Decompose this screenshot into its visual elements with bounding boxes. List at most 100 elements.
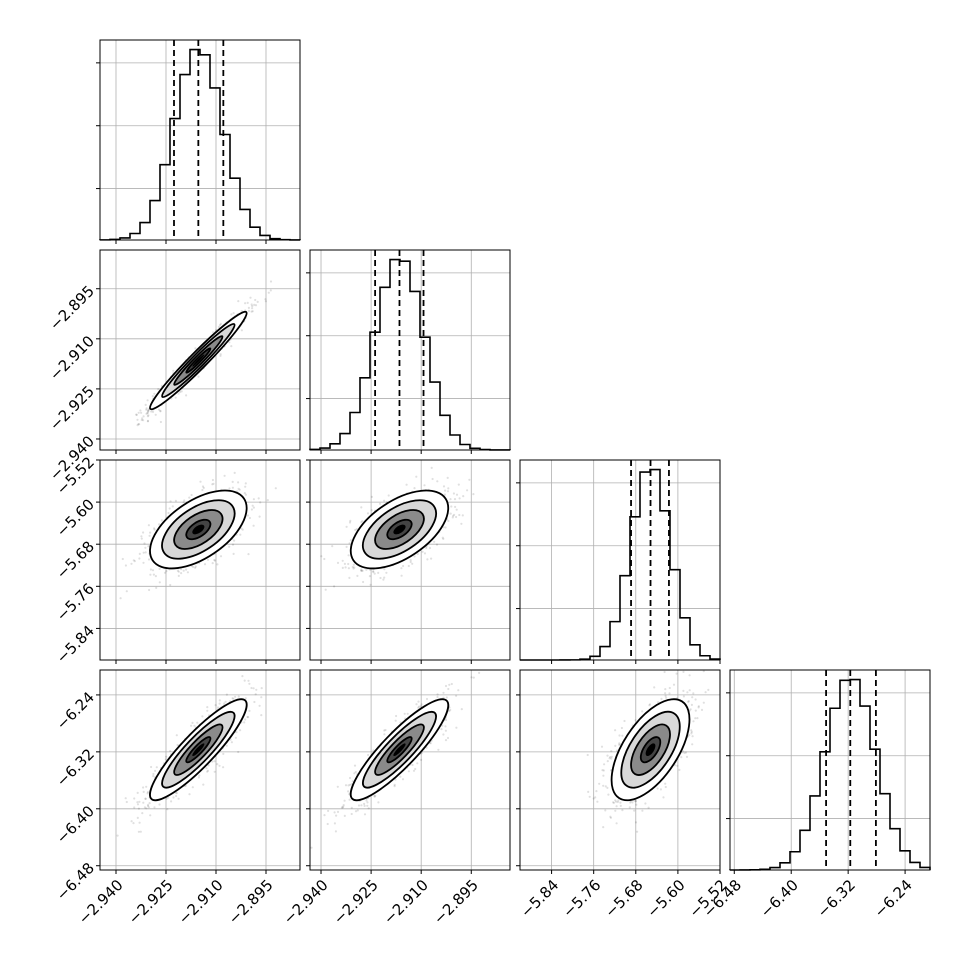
scatter-point: [151, 410, 155, 413]
scatter-point: [136, 803, 140, 806]
scatter-point: [436, 480, 439, 483]
scatter-point: [349, 519, 352, 523]
scatter-point: [177, 392, 180, 395]
scatter-point: [141, 812, 144, 815]
scatter-point: [140, 535, 143, 538]
scatter-point: [615, 822, 618, 825]
scatter-point: [429, 742, 432, 745]
scatter-point: [418, 705, 421, 708]
scatter-point: [697, 706, 700, 709]
scatter-point: [125, 590, 128, 593]
scatter-point: [327, 809, 330, 813]
scatter-point: [243, 492, 246, 495]
scatter-point: [344, 566, 347, 569]
scatter-point: [138, 800, 141, 803]
scatter-point: [233, 539, 236, 542]
scatter-point: [250, 508, 253, 511]
scatter-panel-2-0: [96, 459, 301, 664]
scatter-point: [146, 791, 149, 794]
scatter-point: [446, 490, 450, 493]
scatter-point: [223, 474, 226, 477]
scatter-point: [239, 729, 242, 732]
scatter-point: [383, 576, 386, 579]
scatter-point: [334, 830, 337, 833]
scatter-point: [185, 394, 188, 397]
scatter-point: [219, 322, 222, 325]
scatter-point: [212, 482, 215, 485]
scatter-point: [619, 801, 622, 804]
scatter-point: [191, 786, 194, 789]
scatter-point: [149, 531, 152, 534]
scatter-point: [444, 489, 447, 492]
scatter-point: [365, 799, 368, 802]
scatter-point: [441, 536, 444, 539]
scatter-point: [368, 575, 371, 578]
scatter-point: [136, 801, 139, 804]
scatter-point: [140, 537, 143, 540]
scatter-point: [326, 822, 329, 826]
scatter-point: [248, 682, 251, 685]
scatter-point: [415, 703, 418, 706]
scatter-point: [231, 697, 234, 700]
scatter-point: [615, 749, 619, 752]
scatter-point: [363, 804, 366, 808]
scatter-point: [165, 570, 168, 573]
scatter-point: [218, 702, 221, 705]
scatter-point: [218, 323, 222, 327]
scatter-point: [347, 554, 350, 557]
scatter-point: [336, 785, 339, 788]
scatter-point: [370, 509, 373, 512]
scatter-point: [133, 806, 136, 809]
scatter-point: [641, 710, 644, 713]
panel-frame-2-0: [99, 459, 301, 661]
scatter-point: [394, 778, 397, 781]
scatter-point: [167, 796, 170, 799]
scatter-point: [216, 563, 219, 566]
scatter-content-2-1: [310, 460, 510, 660]
scatter-point: [145, 785, 148, 788]
scatter-point: [350, 806, 353, 809]
scatter-point: [472, 493, 475, 496]
scatter-point: [142, 801, 145, 804]
scatter-point: [202, 783, 205, 786]
scatter-point: [243, 721, 246, 724]
scatter-point: [333, 822, 336, 825]
scatter-point: [401, 778, 405, 781]
hist-series-1: [309, 258, 511, 451]
scatter-point: [153, 527, 156, 530]
scatter-point: [448, 710, 451, 713]
scatter-point: [147, 524, 150, 527]
scatter-point: [194, 566, 197, 569]
scatter-point: [244, 718, 247, 721]
scatter-point: [149, 573, 152, 576]
scatter-point: [413, 487, 416, 490]
scatter-point: [163, 571, 167, 574]
scatter-point: [430, 466, 433, 469]
scatter-point: [455, 493, 459, 496]
scatter-point: [150, 765, 153, 769]
scatter-point: [100, 452, 102, 454]
scatter-point: [247, 553, 250, 556]
scatter-point: [384, 728, 387, 732]
scatter-point: [240, 527, 243, 530]
scatter-point: [218, 764, 221, 767]
scatter-point: [356, 809, 359, 812]
scatter-point: [146, 420, 149, 423]
scatter-point: [423, 552, 427, 555]
scatter-point: [347, 790, 350, 793]
scatter-point: [335, 814, 338, 817]
scatter-point: [442, 733, 445, 736]
scatter-point: [171, 505, 174, 508]
scatter-point: [175, 734, 178, 737]
scatter-point: [249, 296, 252, 299]
scatter-point: [237, 300, 240, 303]
scatter-point: [445, 718, 448, 722]
scatter-point: [144, 551, 147, 554]
scatter-point: [206, 709, 209, 712]
scatter-point: [377, 801, 380, 804]
scatter-point: [169, 583, 172, 587]
scatter-point: [232, 697, 235, 700]
scatter-point: [219, 353, 222, 356]
scatter-point: [345, 525, 348, 528]
scatter-point: [142, 561, 145, 564]
